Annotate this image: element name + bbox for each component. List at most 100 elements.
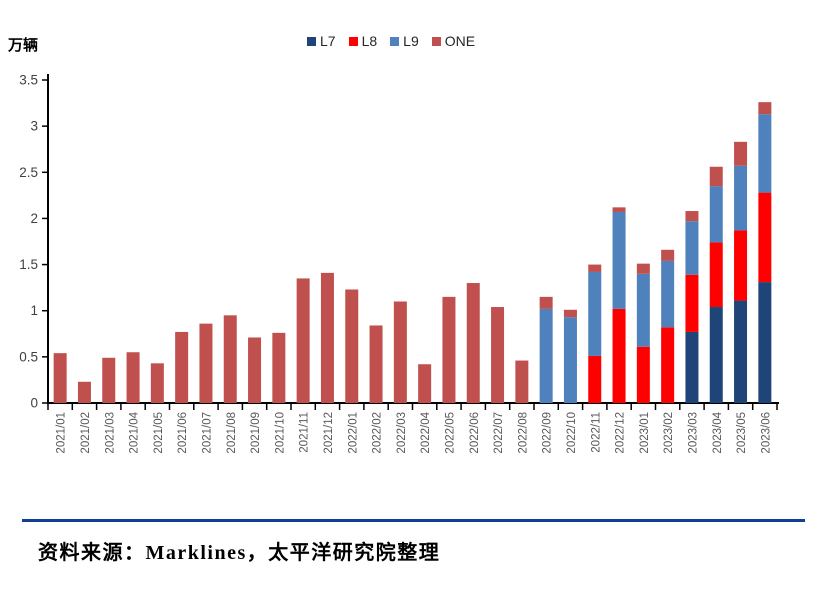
x-tick-label: 2021/05 [153,412,165,454]
legend-marker-icon [390,36,400,46]
legend-marker-icon [307,36,316,46]
y-tick-label: 0 [30,396,38,411]
legend-label: L9 [403,33,419,49]
bar-segment-one-2022/05 [442,296,456,403]
y-tick-label: 1 [30,303,38,318]
y-tick-label: 2.5 [19,165,38,180]
x-tick-label: 2023/01 [639,412,651,454]
legend-item-l8: L8 [348,33,378,49]
legend-item-one: ONE [431,33,475,49]
stacked-bar-chart: 0 0.5 1 1.5 2 2.5 3 3.5 2021/01 2021/02 2021/03 202… [19,73,779,454]
x-tick-label: 2023/06 [760,412,772,454]
x-tick-label: 2022/11 [590,412,602,453]
bar-segment-one-2021/10 [272,332,286,403]
bar-segment-one-2021/05 [150,363,164,403]
bar-segment-l9-2023/01 [636,273,650,347]
bar-segment-one-2022/06 [466,283,480,403]
bar-segment-one-2021/07 [199,323,213,403]
legend-item-l7: L7 [307,33,336,49]
x-tick-label: 2021/08 [226,412,238,454]
x-tick-label: 2022/01 [347,412,359,454]
bar-segment-l8-2023/04 [709,242,723,308]
x-tick-label: 2023/04 [712,411,724,453]
bar-segment-one-2021/03 [102,357,116,403]
y-tick-label: 1.5 [19,257,38,272]
x-tick-label: 2021/09 [250,412,262,454]
bar-segment-l9-2022/12 [612,211,626,309]
bar-segment-one-2021/12 [320,272,334,403]
bar-segment-one-2023/03 [685,211,699,222]
bar-segment-l9-2022/09 [539,308,553,403]
bar-segment-one-2022/10 [563,309,577,318]
legend-item-l9: L9 [390,33,419,49]
x-tick-label: 2022/12 [615,412,627,454]
bar-segment-one-2021/08 [223,315,237,403]
y-tick-label: 3 [30,119,38,134]
bar-segment-l9-2022/11 [588,271,602,356]
x-tick-label: 2022/07 [493,412,505,454]
bar-segment-l9-2023/03 [685,221,699,275]
x-tick-label: 2022/05 [444,412,456,454]
x-tick-label: 2023/03 [687,412,699,454]
x-tick-label: 2021/04 [129,411,141,453]
bar-segment-l9-2022/10 [563,317,577,403]
bar-segment-l8-2023/06 [758,192,772,283]
x-tick-label: 2022/06 [469,412,481,454]
bar-segment-one-2022/08 [515,360,529,403]
bar-segment-one-2022/12 [612,207,626,212]
x-tick-label: 2022/10 [566,412,578,454]
bar-segment-one-2023/01 [636,263,650,274]
bar-segment-one-2021/01 [53,353,67,403]
legend-marker-icon [348,36,358,46]
bar-segment-l8-2022/12 [612,308,626,403]
bar-segment-l8-2023/01 [636,346,650,403]
bar-segment-l9-2023/04 [709,186,723,243]
x-tick-label: 2021/06 [177,412,189,454]
chart-legend: L7 L8 L9 ONE [307,33,475,49]
bar-segment-l8-2023/02 [661,327,675,403]
bar-segment-l9-2023/02 [661,260,675,328]
y-axis-unit-label: 万辆 [8,38,39,54]
bar-segment-one-2022/07 [491,307,505,403]
legend-label: L8 [361,33,378,49]
x-tick-label: 2023/02 [663,412,675,454]
x-tick-label: 2021/12 [323,412,335,454]
bar-segment-one-2021/11 [296,278,310,403]
x-tick-label: 2021/02 [80,412,92,454]
bar-segment-one-2022/04 [418,364,432,403]
bar-segment-one-2021/06 [175,331,189,403]
bar-segment-l7-2023/03 [685,331,699,403]
bar-segment-one-2023/04 [709,166,723,187]
x-tick-label: 2022/04 [420,411,432,453]
x-tick-label: 2022/09 [542,412,554,454]
y-tick-label: 0.5 [19,349,38,364]
bar-segment-one-2023/05 [734,141,748,166]
x-tick-label: 2021/10 [274,412,286,454]
x-tick-label: 2022/02 [372,412,384,454]
legend-marker-icon [431,36,441,46]
bar-segment-one-2023/02 [661,249,675,261]
bar-segment-l9-2023/05 [734,165,748,231]
legend-label: L7 [320,33,336,49]
bar-segment-one-2022/02 [369,325,383,403]
x-tick-label: 2022/08 [517,412,529,454]
y-tick-label: 3.5 [19,73,38,88]
bar-segment-l8-2023/03 [685,274,699,332]
bar-segment-one-2021/09 [248,337,262,403]
bar-segment-one-2021/04 [126,352,140,403]
bar-segment-l9-2023/06 [758,114,772,193]
source-note: 资料来源：Marklines，太平洋研究院整理 [38,542,441,564]
footer-divider [22,519,805,522]
x-tick-label: 2021/03 [104,412,116,454]
x-tick-label: 2021/07 [201,412,213,454]
bar-segment-l7-2023/05 [734,300,748,403]
bar-segment-one-2022/11 [588,264,602,272]
bar-segment-one-2022/03 [393,301,407,403]
bar-segment-one-2023/06 [758,102,772,115]
bar-segment-l8-2022/11 [588,355,602,403]
bar-segment-one-2021/02 [77,381,91,403]
y-tick-label: 2 [30,211,38,226]
bar-segment-l8-2023/05 [734,230,748,301]
x-tick-label: 2021/01 [56,412,68,454]
